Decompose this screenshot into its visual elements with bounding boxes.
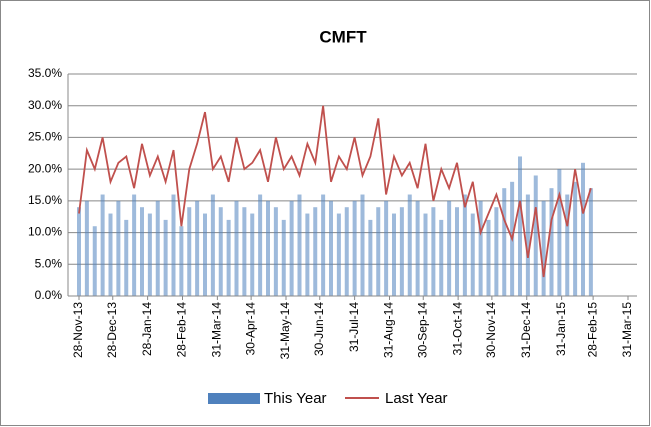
x-tick-label: 28-Feb-15 bbox=[585, 302, 599, 358]
bar bbox=[407, 194, 412, 296]
bar bbox=[423, 213, 428, 296]
bar bbox=[250, 213, 255, 296]
x-tick-label: 28-Dec-13 bbox=[105, 302, 119, 358]
bar bbox=[541, 200, 546, 296]
bar bbox=[77, 207, 81, 296]
bar bbox=[273, 207, 278, 296]
x-tick-label: 31-Dec-14 bbox=[519, 302, 533, 358]
bar bbox=[588, 188, 593, 296]
y-tick-label: 30.0% bbox=[28, 98, 62, 112]
bar bbox=[84, 200, 89, 296]
legend-swatch bbox=[208, 393, 260, 404]
x-tick-label: 28-Feb-14 bbox=[175, 302, 189, 358]
bar bbox=[447, 200, 452, 296]
x-tick-label: 30-Sep-14 bbox=[415, 302, 429, 358]
bar bbox=[242, 207, 247, 296]
y-tick-label: 5.0% bbox=[35, 256, 63, 270]
bar bbox=[155, 200, 160, 296]
x-tick-label: 31-Mar-15 bbox=[620, 302, 634, 358]
bar bbox=[140, 207, 144, 296]
x-tick-label: 31-Jan-15 bbox=[554, 302, 568, 356]
bar bbox=[108, 213, 113, 296]
bar bbox=[100, 194, 105, 296]
bar bbox=[218, 207, 223, 296]
legend-label: This Year bbox=[264, 390, 327, 407]
bar bbox=[132, 194, 137, 296]
bar bbox=[352, 200, 357, 296]
bar bbox=[266, 200, 270, 296]
bar bbox=[187, 207, 192, 296]
bar bbox=[163, 219, 168, 296]
bar bbox=[462, 194, 467, 296]
bar bbox=[297, 194, 302, 296]
x-tick-label: 28-Nov-13 bbox=[71, 302, 85, 358]
bar bbox=[329, 200, 333, 296]
y-tick-label: 25.0% bbox=[28, 130, 62, 144]
x-tick-label: 31-Mar-14 bbox=[210, 302, 224, 358]
bar bbox=[478, 200, 483, 296]
x-tick-label: 31-May-14 bbox=[278, 302, 292, 360]
line bbox=[78, 105, 592, 278]
y-tick-label: 15.0% bbox=[28, 193, 62, 207]
bar bbox=[368, 219, 373, 296]
bar bbox=[116, 200, 121, 296]
chart-title: CMFT bbox=[319, 27, 367, 46]
bar bbox=[399, 207, 404, 296]
bar bbox=[258, 194, 263, 296]
y-tick-label: 35.0% bbox=[28, 66, 62, 80]
bar bbox=[549, 188, 554, 296]
bar bbox=[210, 194, 215, 296]
bar bbox=[179, 226, 184, 296]
bar bbox=[392, 213, 396, 296]
bar bbox=[533, 175, 538, 296]
x-tick-label: 31-Aug-14 bbox=[382, 302, 396, 358]
bar bbox=[203, 213, 207, 296]
bar bbox=[171, 194, 176, 296]
bar bbox=[195, 200, 200, 296]
bar bbox=[226, 219, 231, 296]
bar bbox=[124, 219, 129, 296]
bar bbox=[494, 207, 499, 296]
x-tick-label: 28-Jan-14 bbox=[140, 302, 154, 356]
bar bbox=[470, 213, 475, 296]
bar bbox=[289, 200, 294, 296]
bar bbox=[502, 188, 507, 296]
bar bbox=[431, 207, 436, 296]
bar bbox=[376, 207, 381, 296]
bar bbox=[581, 162, 585, 296]
bar bbox=[313, 207, 318, 296]
bar bbox=[573, 181, 578, 296]
bar bbox=[234, 200, 239, 296]
x-tick-label: 31-Jul-14 bbox=[347, 302, 361, 352]
x-tick-label: 31-Oct-14 bbox=[450, 302, 464, 356]
y-tick-label: 20.0% bbox=[28, 161, 62, 175]
bar bbox=[455, 207, 459, 296]
bar bbox=[565, 194, 570, 296]
bar bbox=[557, 169, 562, 296]
y-tick-label: 10.0% bbox=[28, 225, 62, 239]
bar bbox=[305, 213, 310, 296]
bar bbox=[518, 156, 522, 296]
bar bbox=[439, 219, 444, 296]
bar bbox=[92, 226, 97, 296]
y-tick-label: 0.0% bbox=[35, 288, 63, 302]
bar bbox=[525, 194, 530, 296]
x-tick-label: 30-Nov-14 bbox=[484, 302, 498, 358]
bar bbox=[415, 200, 420, 296]
bar bbox=[360, 194, 365, 296]
x-tick-label: 30-Jun-14 bbox=[312, 302, 326, 356]
bar bbox=[147, 213, 152, 296]
bar bbox=[321, 194, 326, 296]
bar bbox=[344, 207, 349, 296]
bar bbox=[281, 219, 286, 296]
bar bbox=[336, 213, 341, 296]
legend-label: Last Year bbox=[385, 390, 448, 407]
x-tick-label: 30-Apr-14 bbox=[243, 302, 257, 356]
bar bbox=[486, 219, 491, 296]
bar bbox=[384, 200, 389, 296]
